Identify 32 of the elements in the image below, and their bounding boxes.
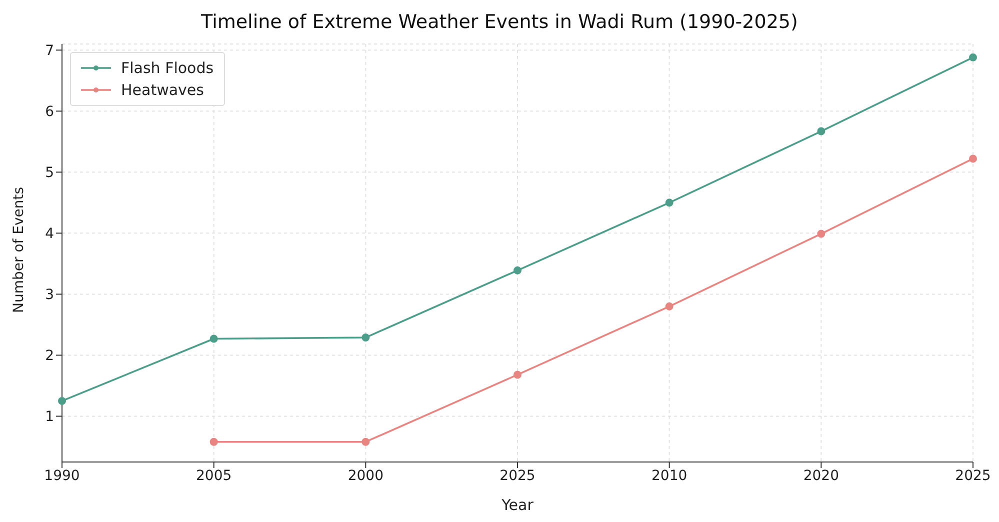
- point: [514, 266, 522, 274]
- x-tick-label: 2005: [196, 468, 232, 484]
- y-tick-label: 4: [45, 226, 54, 242]
- x-tick-label: 1990: [44, 468, 80, 484]
- x-tick-label: 2025: [955, 468, 991, 484]
- point: [665, 302, 674, 310]
- x-tick-label: 2020: [803, 468, 839, 484]
- point: [58, 396, 66, 405]
- legend-label: Heatwaves: [121, 81, 204, 99]
- chart-title: Timeline of Extreme Weather Events in Wadi Rum (1990-2025): [200, 10, 799, 35]
- y-axis-title: Number of Events: [10, 186, 27, 313]
- y-tick-label: 5: [45, 165, 54, 182]
- x-tick-label: 2000: [348, 468, 384, 484]
- legend-label: Flash Floods: [121, 59, 214, 77]
- x-tick-label: 2010: [652, 468, 688, 484]
- point: [210, 334, 218, 343]
- y-tick-label: 3: [45, 287, 54, 304]
- point: [969, 154, 977, 163]
- y-tick-label: 7: [45, 43, 54, 60]
- y-tick-label: 6: [45, 104, 54, 120]
- point: [665, 198, 674, 207]
- point: [210, 438, 218, 446]
- y-tick-label: 2: [45, 348, 54, 364]
- y-tick-label: 1: [45, 409, 54, 426]
- point: [817, 230, 826, 238]
- point: [817, 127, 826, 136]
- point: [362, 438, 370, 446]
- point: [514, 370, 522, 379]
- x-axis-title: Year: [500, 496, 534, 514]
- point: [969, 53, 977, 62]
- point: [362, 334, 370, 342]
- x-tick-label: 2025: [500, 468, 536, 484]
